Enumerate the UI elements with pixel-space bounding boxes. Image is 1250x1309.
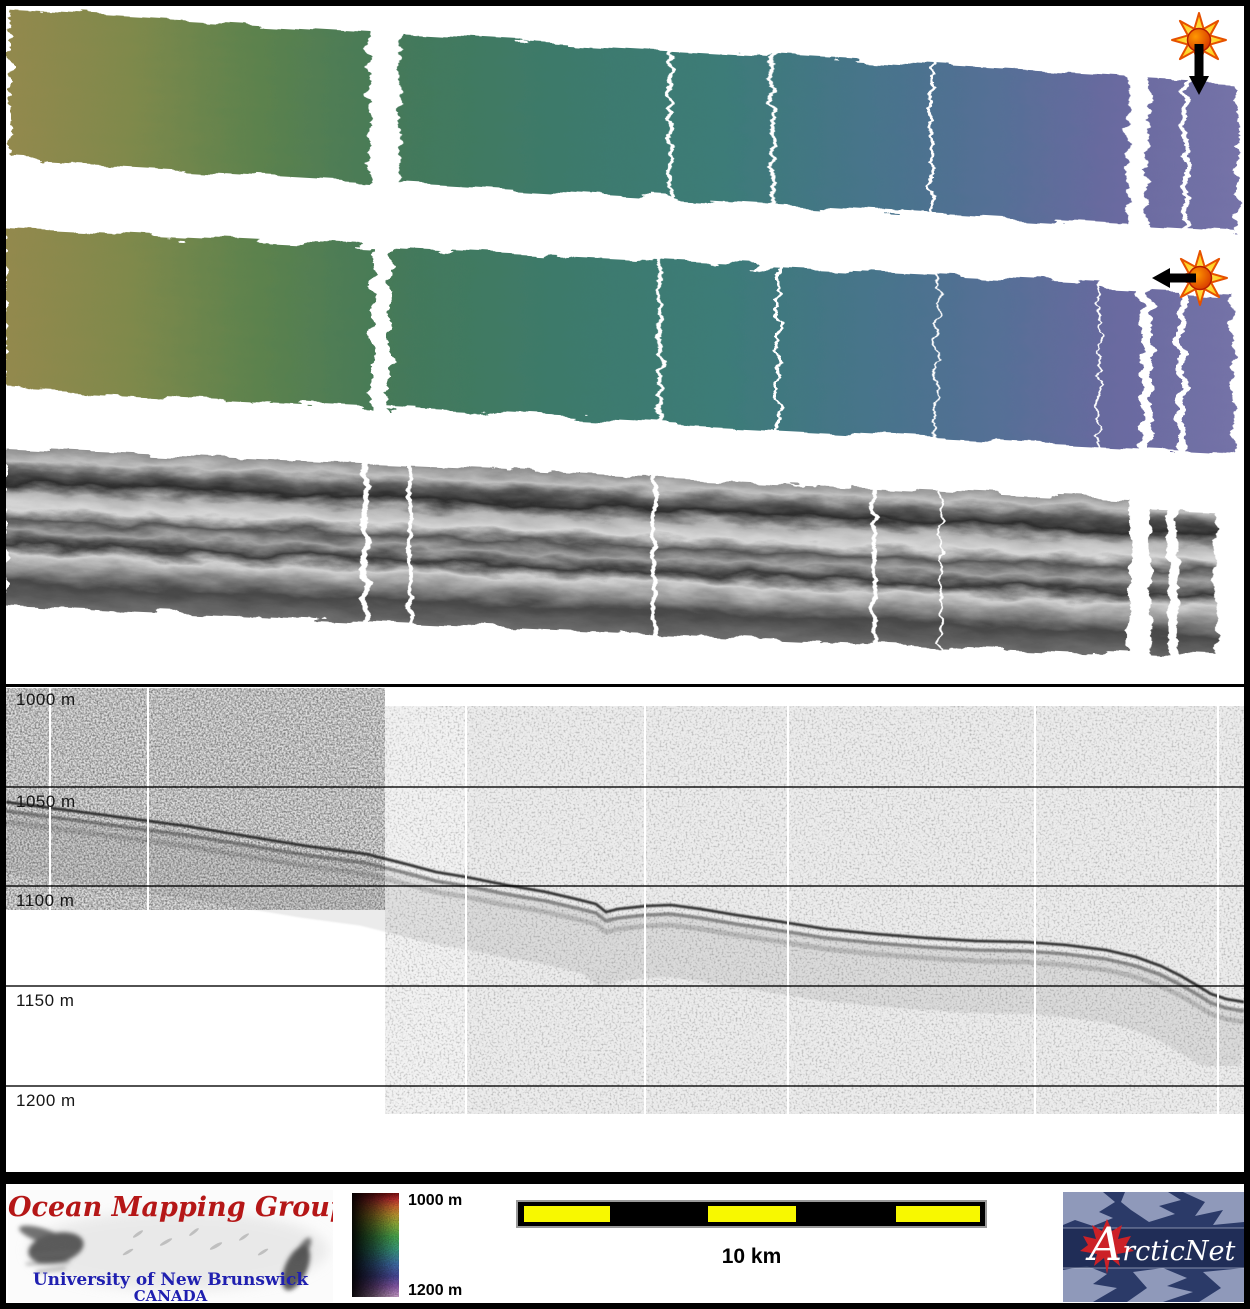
subbottom-strip [6,448,1215,659]
colorbar-bottom-label: 1200 m [408,1282,463,1299]
arcticnet-wordmark: ArcticNet [1085,1217,1235,1271]
omg-logo-art [19,1210,328,1291]
footer-divider [6,1172,1244,1184]
scale-bar-segment [708,1206,796,1222]
scale-bar-segment [524,1206,610,1222]
depth-label-1050: 1050 m [16,792,76,811]
scale-bar-segment [896,1206,980,1222]
multibeam-swath-1 [10,10,1237,231]
subbottom-profile-panel [6,684,1244,1172]
omg-texture-streaks [122,1228,269,1256]
depth-label-1200: 1200 m [16,1091,76,1110]
depth-label-1000: 1000 m [16,690,76,709]
scale-bar-label: 10 km [721,1245,782,1268]
multibeam-swath-2 [6,228,1232,453]
omg-university: University of New Brunswick [32,1270,309,1290]
arcticnet-map-art [1063,1192,1244,1302]
depth-label-1100: 1100 m [16,891,75,910]
sun-arrow-left-icon [1152,250,1228,306]
survey-strips-panel [6,10,1237,659]
maple-leaf-icon [1080,1219,1134,1274]
colorbar-top-label: 1000 m [408,1192,463,1209]
depth-colorbar [352,1193,399,1297]
figure-content: 1000 m 1050 m 1100 m 1150 m 1200 m [6,6,1244,1303]
depth-grid-lines [6,786,1244,1087]
omg-logo: Ocean Mapping Group University of New Br… [8,1190,333,1302]
profile-vertical-lines [49,688,1219,1114]
profile-top-border [6,684,1244,687]
seabed-reflector [6,800,1244,1074]
depth-label-1150: 1150 m [16,991,75,1010]
omg-country: CANADA [133,1287,208,1302]
sun-arrow-down-icon [1171,12,1227,95]
omg-title: Ocean Mapping Group [8,1192,333,1223]
omg-bird-right-icon [281,1237,312,1291]
arcticnet-logo: ArcticNet [1063,1192,1244,1302]
footer: Ocean Mapping Group University of New Br… [6,1184,1244,1303]
omg-bird-left-icon [19,1225,84,1273]
scale-bar [516,1200,987,1228]
